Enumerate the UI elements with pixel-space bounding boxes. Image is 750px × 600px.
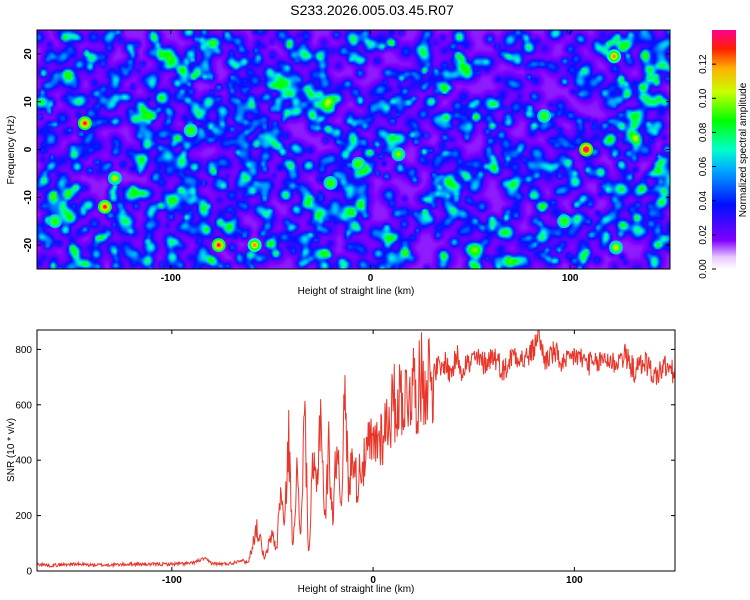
hot-spot-10-ring-3 — [328, 181, 333, 185]
hot-spot-10 — [323, 175, 338, 190]
snr-y-tick-label-4: 800 — [15, 345, 32, 356]
hot-spot-1 — [77, 116, 92, 131]
snr-y-label: SNR (10 * v/v) — [6, 418, 17, 482]
heatmap-y-tick-label-3: 10 — [23, 96, 34, 108]
hot-spot-0 — [579, 142, 594, 157]
snr-x-tick-label-1: 0 — [370, 575, 376, 586]
heatmap-y-ticks: -20 -10 0 10 20 — [23, 48, 670, 252]
hot-spot-2-ring-3 — [103, 205, 107, 209]
chart-title: S233.2026.005.03.45.R07 — [290, 2, 454, 18]
hot-spot-3-ring-3 — [216, 243, 221, 247]
heatmap-x-tick-label-1: 0 — [368, 273, 374, 284]
hot-spot-13 — [47, 214, 62, 229]
heatmap-field — [37, 30, 670, 269]
colorbar-tick-label-3: 0.06 — [698, 156, 709, 176]
snr-frame — [36, 329, 676, 572]
snr-x-tick-label-0: -100 — [162, 575, 182, 586]
hot-spot-7 — [107, 171, 122, 186]
colorbar-tick-label-1: 0.02 — [698, 225, 709, 245]
hot-spot-2 — [97, 199, 112, 214]
hot-spot-9-ring-3 — [356, 162, 361, 166]
heatmap-x-tick-label-0: -100 — [161, 273, 181, 284]
hot-spot-3 — [211, 238, 226, 253]
snr-series-line — [37, 330, 675, 569]
hot-spot-12-ring-3 — [542, 114, 546, 118]
snr-x-ticks: -100 0 100 — [162, 330, 583, 586]
hot-spot-8-ring-3 — [396, 152, 401, 157]
snr-x-tick-label-2: 100 — [566, 575, 583, 586]
heatmap-y-tick-label-2: 0 — [23, 146, 34, 152]
hot-spot-1-ring-3 — [83, 121, 87, 126]
heatmap-x-label: Height of straight line (km) — [298, 286, 415, 297]
snr-plot-area — [37, 330, 675, 571]
colorbar-tick-label-4: 0.08 — [698, 122, 709, 142]
snr-y-tick-label-0: 0 — [26, 567, 32, 578]
heatmap-x-ticks: -100 0 100 — [161, 30, 579, 284]
snr-y-tick-label-1: 200 — [15, 511, 32, 522]
colorbar-tick-label-6: 0.12 — [698, 54, 709, 74]
hot-spot-7-ring-3 — [113, 176, 117, 180]
snr-x-label: Height of straight line (km) — [298, 584, 415, 595]
snr-y-tick-label-3: 600 — [15, 400, 32, 411]
heatmap-x-tick-label-2: 100 — [562, 273, 579, 284]
hot-spot-14-ring-3 — [562, 219, 566, 223]
heatmap-y-tick-label-4: 20 — [23, 48, 34, 60]
colorbar-tick-label-2: 0.04 — [698, 191, 709, 211]
hot-spot-6-ring-3 — [614, 245, 618, 250]
snr-y-ticks: 0 200 400 600 800 — [15, 345, 675, 578]
colorbar-gradient — [712, 30, 736, 269]
hot-spot-0-ring-3 — [584, 147, 588, 152]
colorbar-ticks: 0.00 0.02 0.04 0.06 0.08 0.10 0.12 — [698, 54, 716, 279]
heatmap-y-label: Frequency (Hz) — [6, 116, 17, 185]
hot-spot-6 — [609, 240, 624, 255]
hot-spot-5 — [607, 49, 622, 64]
hot-spot-4 — [247, 238, 262, 253]
hot-spot-9 — [351, 156, 366, 171]
heatmap-hot-spots — [47, 49, 624, 255]
heatmap-y-tick-label-0: -20 — [23, 237, 34, 252]
colorbar-label: Normalized spectral amplitude — [738, 82, 749, 217]
colorbar-tick-label-0: 0.00 — [698, 259, 709, 279]
colorbar-tick-label-5: 0.10 — [698, 88, 709, 108]
hot-spot-5-ring-3 — [612, 54, 616, 59]
hot-spot-13-ring-3 — [53, 219, 57, 223]
colorbar: 0.00 0.02 0.04 0.06 0.08 0.10 0.12 Normalized … — [698, 30, 749, 279]
snr-y-tick-label-2: 400 — [15, 456, 32, 467]
heatmap-y-tick-label-1: -10 — [23, 190, 34, 205]
snr-panel: -100 0 100 0 200 400 600 800 Height of straigh… — [6, 329, 676, 595]
hot-spot-11-ring-3 — [188, 128, 193, 133]
hot-spot-8 — [391, 147, 406, 162]
hot-spot-11 — [183, 123, 198, 138]
hot-spot-14 — [557, 214, 572, 229]
heatmap-image — [37, 30, 670, 269]
hot-spot-4-ring-3 — [252, 243, 257, 247]
hot-spot-12 — [537, 109, 552, 124]
